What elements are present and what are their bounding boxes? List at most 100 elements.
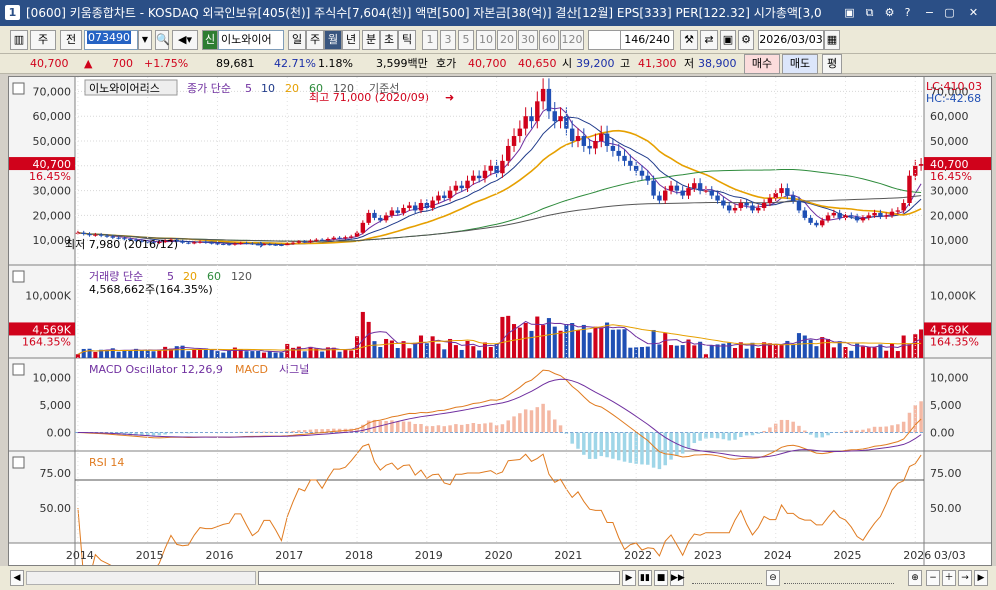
- help-icon[interactable]: ?: [904, 6, 911, 19]
- candle-body: [238, 242, 243, 244]
- link-icon[interactable]: ⧉: [865, 6, 874, 19]
- interval-1[interactable]: 1: [422, 30, 438, 50]
- macd-oscillator-bar: [727, 432, 731, 441]
- period-tick[interactable]: 틱: [398, 30, 416, 50]
- ma60-line: [77, 169, 922, 242]
- interval-20[interactable]: 20: [497, 30, 517, 50]
- period-week[interactable]: 주: [306, 30, 324, 50]
- period-year[interactable]: 년: [342, 30, 360, 50]
- volume-bar: [273, 352, 278, 358]
- scroll-thumb[interactable]: [258, 571, 620, 585]
- volume-value: 89,681: [216, 57, 255, 70]
- candle-body: [244, 242, 249, 244]
- volume-bar: [465, 340, 470, 358]
- volume-bar: [238, 349, 243, 358]
- ask1-value: 40,700: [468, 57, 507, 70]
- interval-3[interactable]: 3: [440, 30, 456, 50]
- volume-bar: [372, 341, 377, 358]
- speed-slider[interactable]: [692, 572, 762, 584]
- candle-body: [296, 241, 302, 243]
- volume-bar: [849, 350, 854, 358]
- macd-oscillator-bar: [907, 412, 912, 433]
- candle-body: [482, 170, 488, 179]
- price-current-tag-left-bg: [9, 157, 75, 171]
- pause-icon[interactable]: ▮▮: [638, 570, 652, 586]
- volume-bar: [773, 344, 778, 358]
- macd-oscillator-bar: [634, 432, 638, 464]
- volume-bar: [279, 352, 284, 358]
- candle-body: [104, 235, 110, 237]
- macd-oscillator-bar: [657, 432, 662, 470]
- volume-bar: [116, 351, 121, 358]
- candle-body: [290, 242, 296, 244]
- volume-bar: [634, 347, 639, 358]
- buy-button[interactable]: 매수: [744, 54, 780, 74]
- scroll-left-icon[interactable]: ◀: [10, 570, 24, 586]
- settings-icon[interactable]: ⚙: [884, 6, 895, 19]
- period-month[interactable]: 월: [324, 30, 342, 50]
- zoom-in-icon[interactable]: ⊕: [908, 570, 922, 586]
- pin-icon[interactable]: ▣: [844, 6, 855, 19]
- macd-oscillator-bar: [297, 430, 301, 433]
- period-day[interactable]: 일: [288, 30, 306, 50]
- count-field[interactable]: 146/240: [620, 30, 674, 50]
- macd-oscillator-bar: [651, 432, 656, 468]
- candle-body: [447, 190, 453, 199]
- fast-forward-icon[interactable]: ▶▶: [670, 570, 685, 586]
- macd-oscillator-bar: [582, 432, 586, 455]
- candle-body: [709, 190, 714, 196]
- minus-icon[interactable]: −: [926, 570, 940, 586]
- volume-bar: [360, 311, 365, 358]
- stock-code-input[interactable]: 073490: [84, 30, 138, 50]
- macd-oscillator-bar: [384, 420, 388, 433]
- date-field[interactable]: 2026/03/03: [758, 30, 824, 50]
- scroll-right-icon[interactable]: ▶: [974, 570, 988, 586]
- interval-10[interactable]: 10: [476, 30, 496, 50]
- code-dropdown-icon[interactable]: ▼: [138, 30, 152, 50]
- market-select[interactable]: 주: [30, 30, 56, 50]
- play-icon[interactable]: ▶: [622, 570, 636, 586]
- scroll-track[interactable]: [26, 571, 256, 585]
- compare-icon[interactable]: ⇄: [700, 30, 718, 50]
- arrow-icon[interactable]: →: [958, 570, 972, 586]
- period-minute[interactable]: 분: [362, 30, 380, 50]
- close-icon[interactable]: ✕: [968, 6, 979, 19]
- macd-oscillator-bar: [710, 432, 714, 438]
- chart-canvas[interactable]: 70,00070,00060,00060,00050,00050,00040,0…: [9, 77, 991, 579]
- zoom-slider[interactable]: [784, 572, 894, 584]
- interval-60[interactable]: 60: [539, 30, 559, 50]
- zoom-out-icon[interactable]: ⊖: [766, 570, 780, 586]
- search-icon[interactable]: 🔍: [155, 30, 170, 50]
- interval-5[interactable]: 5: [458, 30, 474, 50]
- flat-button[interactable]: 평: [822, 54, 842, 74]
- macd-oscillator-bar: [372, 419, 377, 433]
- candle-body: [645, 175, 650, 181]
- volume-bar: [407, 348, 412, 358]
- candle-body: [738, 203, 744, 208]
- stock-name-field[interactable]: 이노와이어: [218, 30, 284, 50]
- period-second[interactable]: 초: [380, 30, 398, 50]
- minimize-icon[interactable]: −: [924, 6, 935, 19]
- interval-120[interactable]: 120: [560, 30, 584, 50]
- macd-oscillator-bar: [459, 424, 464, 433]
- volume-bar: [244, 351, 249, 358]
- price-pct-tag-left: 16.45%: [29, 170, 71, 183]
- interval-30[interactable]: 30: [518, 30, 538, 50]
- pane-settings-icon: [12, 82, 25, 95]
- gear-icon[interactable]: ⚙: [738, 30, 754, 50]
- chart-area[interactable]: 70,00070,00060,00060,00050,00050,00040,0…: [8, 76, 992, 579]
- tools-icon[interactable]: ⚒: [680, 30, 698, 50]
- macd-oscillator-bar: [419, 424, 423, 433]
- plus-icon[interactable]: ＋: [942, 570, 956, 586]
- volume-bar: [575, 330, 581, 358]
- maximize-icon[interactable]: ▢: [944, 6, 955, 19]
- chart-layout-icon[interactable]: ▥: [10, 30, 28, 50]
- stop-icon[interactable]: ■: [654, 570, 668, 586]
- all-select[interactable]: 전: [60, 30, 82, 50]
- save-icon[interactable]: ▣: [720, 30, 736, 50]
- calendar-icon[interactable]: ▦: [824, 30, 840, 50]
- volume-bar: [581, 324, 586, 358]
- sell-button[interactable]: 매도: [782, 54, 818, 74]
- sound-icon[interactable]: ◀▾: [172, 30, 198, 50]
- volume-bar: [826, 338, 831, 358]
